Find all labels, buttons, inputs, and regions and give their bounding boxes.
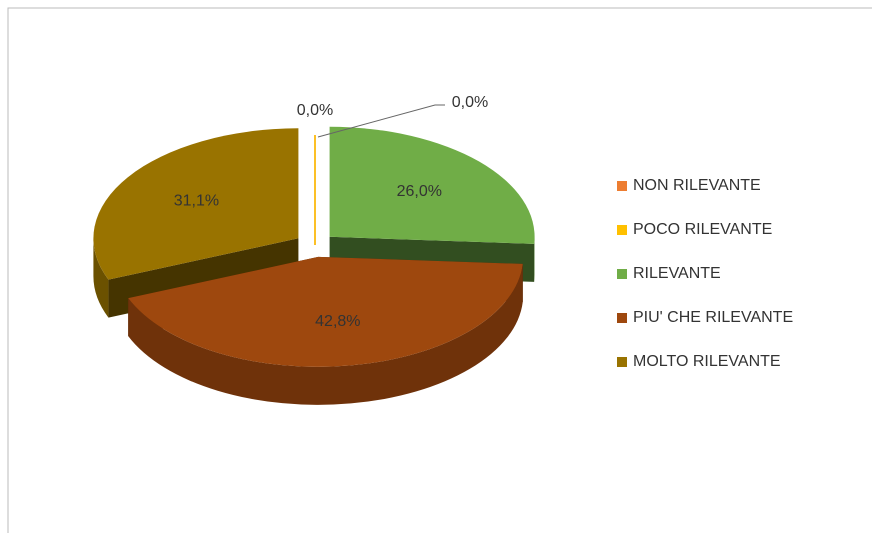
legend-label: PIU' CHE RILEVANTE	[633, 309, 793, 326]
legend-swatch	[617, 225, 627, 235]
slice	[93, 128, 299, 280]
slice	[329, 126, 535, 244]
legend-swatch	[617, 269, 627, 279]
legend-label: RILEVANTE	[633, 265, 721, 282]
data-label: 42,8%	[315, 313, 360, 330]
slice-wall	[93, 238, 109, 318]
legend-label: MOLTO RILEVANTE	[633, 353, 781, 370]
data-label: 0,0%	[452, 94, 488, 111]
data-label: 26,0%	[397, 183, 442, 200]
legend-swatch	[617, 357, 627, 367]
slice	[128, 256, 523, 367]
legend-label: NON RILEVANTE	[633, 177, 761, 194]
leader-line	[317, 104, 445, 138]
data-label: 31,1%	[174, 193, 219, 210]
legend-swatch	[617, 181, 627, 191]
data-label: 0,0%	[297, 102, 333, 119]
slice-wall	[128, 263, 523, 405]
legend-label: POCO RILEVANTE	[633, 221, 772, 238]
legend-swatch	[617, 313, 627, 323]
